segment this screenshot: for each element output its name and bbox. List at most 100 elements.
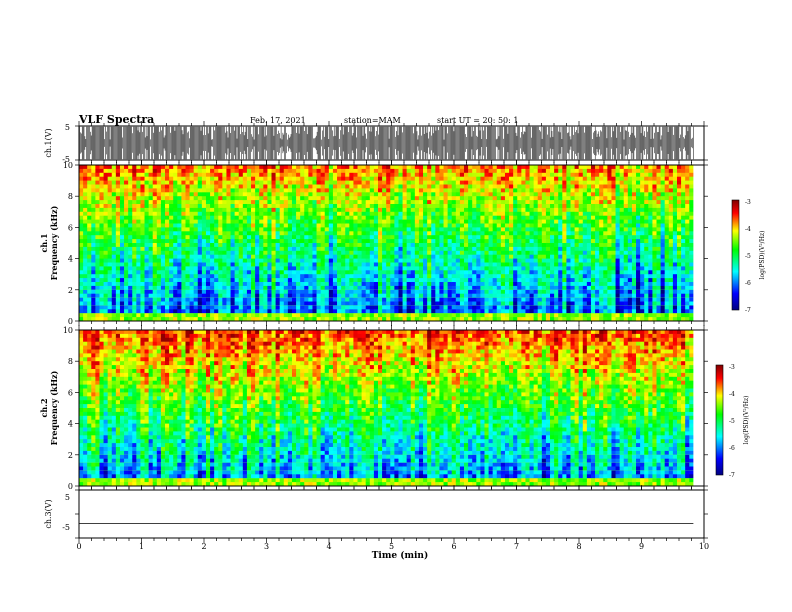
spectrogram-cell — [251, 188, 256, 193]
spectrogram-cell — [205, 165, 211, 170]
spectrogram-cell — [443, 266, 449, 271]
spectrogram-cell — [140, 266, 145, 271]
spectrogram-cell — [173, 250, 178, 256]
spectrogram-cell — [177, 246, 182, 252]
spectrogram-cell — [259, 215, 264, 220]
spectrogram-cell — [349, 223, 354, 228]
spectrogram-cell — [312, 297, 317, 302]
spectrogram-cell — [119, 223, 125, 228]
spectrogram-cell — [291, 297, 297, 302]
spectrogram-cell — [189, 196, 195, 201]
spectrogram-cell — [423, 211, 428, 217]
spectrogram-cell — [128, 192, 133, 197]
spectrogram-cell — [451, 211, 457, 217]
spectrogram-cell — [222, 223, 227, 228]
spectrogram-cell — [451, 258, 457, 263]
spectrogram-cell — [148, 258, 154, 263]
spectrogram-cell — [365, 231, 371, 236]
spectrogram-cell — [173, 215, 178, 220]
spectrogram-cell — [525, 278, 530, 283]
spectrogram-cell — [111, 270, 117, 275]
spectrogram-cell — [156, 289, 162, 295]
spectrogram-cell — [218, 168, 223, 174]
spectrogram-cell — [443, 172, 449, 178]
spectrogram-cell — [152, 184, 158, 189]
spectrogram-cell — [574, 282, 580, 287]
spectrogram-cell — [328, 317, 334, 322]
spectrogram-cell — [226, 227, 231, 232]
spectrogram-cell — [242, 246, 248, 252]
spectrogram-cell — [550, 293, 555, 298]
spectrogram-cell — [119, 285, 125, 291]
spectrogram-cell — [267, 243, 272, 248]
spectrogram-cell — [328, 196, 334, 201]
spectrogram-cell — [390, 215, 395, 220]
spectrogram-cell — [140, 258, 145, 263]
spectrogram-cell — [406, 192, 412, 197]
spectrogram-cell — [99, 219, 104, 224]
spectrogram-cell — [492, 317, 498, 322]
spectrogram-cell — [472, 250, 477, 256]
spectrogram-cell — [271, 223, 276, 228]
spectrogram-cell — [345, 313, 350, 318]
spectrogram-cell — [402, 227, 408, 232]
spectrogram-cell — [246, 305, 252, 310]
spectrogram-cell — [210, 204, 215, 209]
spectrogram-cell — [189, 219, 195, 224]
spectrogram-cell — [111, 223, 117, 228]
spectrogram-cell — [566, 196, 571, 201]
spectrogram-cell — [562, 301, 567, 306]
spectrogram-cell — [185, 293, 190, 298]
spectrogram-cell — [427, 305, 432, 310]
spectrogram-cell — [222, 297, 227, 302]
spectrogram-cell — [545, 297, 551, 302]
spectrogram-cell — [447, 192, 453, 197]
spectrogram-cell — [484, 211, 489, 217]
spectrogram-cell — [406, 172, 412, 178]
spectrogram-cell — [369, 176, 375, 181]
spectrogram-cell — [545, 219, 551, 224]
spectrogram-cell — [480, 313, 485, 318]
spectrogram-cell — [291, 301, 297, 306]
spectrogram-cell — [550, 258, 555, 263]
spectrogram-cell — [111, 200, 117, 205]
spectrogram-cell — [218, 254, 223, 259]
spectrogram-cell — [308, 266, 313, 271]
spectrogram-cell — [337, 180, 342, 185]
spectrogram-cell — [312, 293, 317, 298]
spectrogram-cell — [222, 196, 227, 201]
spectrogram-cell — [205, 239, 211, 244]
spectrogram-cell — [427, 270, 432, 275]
spectrogram-cell — [304, 305, 309, 310]
spectrogram-cell — [484, 289, 489, 295]
spectrogram-cell — [210, 243, 215, 248]
spectrogram-cell — [484, 285, 489, 291]
spectrogram-cell — [480, 258, 485, 263]
spectrogram-cell — [324, 317, 330, 322]
spectrogram-cell — [443, 293, 449, 298]
spectrogram-cell — [361, 168, 367, 174]
spectrogram-cell — [447, 211, 453, 217]
spectrogram-cell — [492, 278, 498, 283]
spectrogram-cell — [386, 200, 391, 205]
spectrogram-cell — [439, 211, 444, 217]
spectrogram-cell — [177, 243, 182, 248]
spectrogram-cell — [414, 192, 420, 197]
spectrogram-cell — [144, 254, 150, 259]
spectrogram-cell — [488, 204, 494, 209]
spectrogram-cell — [525, 200, 530, 205]
spectrogram-cell — [468, 313, 473, 318]
spectrogram-cell — [517, 219, 522, 224]
spectrogram-cell — [353, 250, 358, 256]
spectrogram-cell — [316, 309, 322, 314]
spectrogram-cell — [312, 165, 317, 170]
spectrogram-cell — [279, 192, 285, 197]
spectrogram-cell — [357, 168, 363, 174]
spectrogram-cell — [488, 293, 494, 298]
spectrogram-cell — [205, 219, 211, 224]
spectrogram-cell — [103, 243, 109, 248]
spectrogram-cell — [107, 254, 113, 259]
spectrogram-cell — [365, 227, 371, 232]
spectrogram-cell — [550, 254, 555, 259]
spectrogram-cell — [500, 180, 506, 185]
